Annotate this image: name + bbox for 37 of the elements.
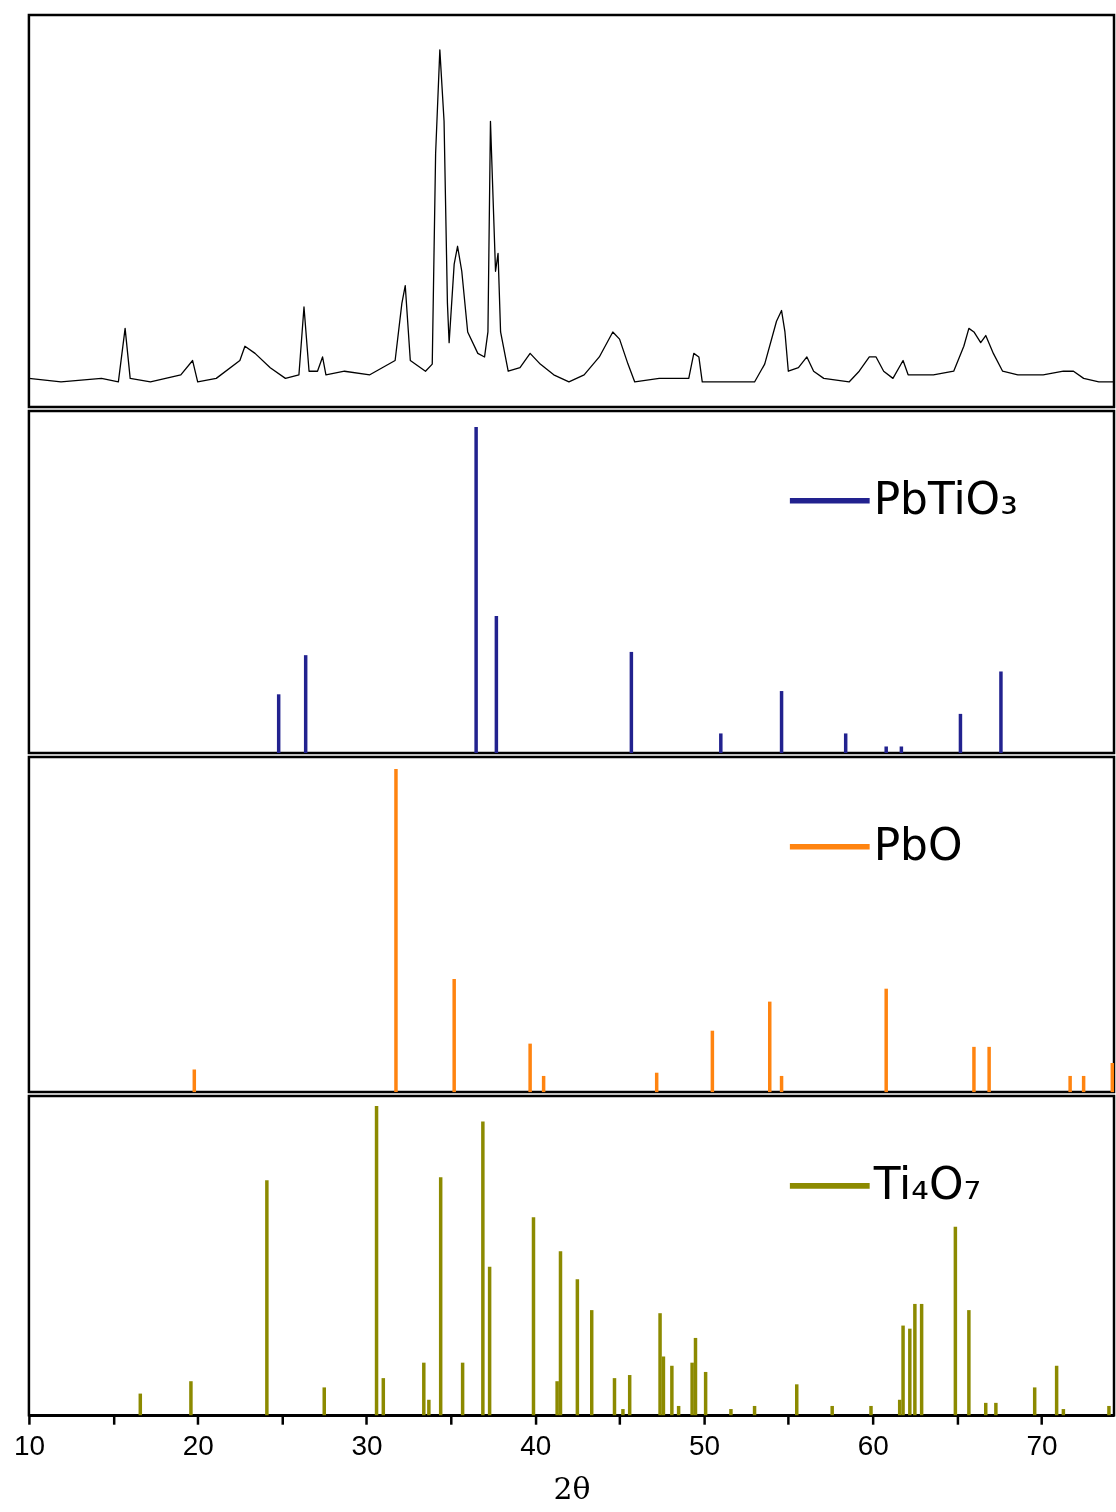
bar: [994, 1402, 998, 1416]
bar: [869, 1405, 873, 1416]
bar: [719, 733, 723, 754]
bar: [322, 1387, 326, 1416]
bar: [729, 1409, 733, 1416]
x-tick-label: 20: [182, 1429, 214, 1461]
bar: [658, 1313, 662, 1416]
x-tick-label: 60: [857, 1429, 889, 1461]
x-axis-title: 2θ: [553, 1470, 591, 1506]
bar: [901, 1325, 905, 1416]
bar: [452, 979, 456, 1093]
legend-label: PbTiO₃: [873, 472, 1018, 524]
bar: [967, 1310, 971, 1416]
legend-label: PbO: [873, 818, 963, 870]
bar: [528, 1043, 532, 1093]
bar: [987, 1046, 991, 1093]
bar: [265, 1180, 269, 1416]
bar: [189, 1381, 193, 1416]
bar: [1068, 1075, 1072, 1093]
bar: [394, 768, 398, 1093]
bar: [999, 671, 1003, 754]
bar: [884, 746, 888, 754]
x-tick-label: 70: [1026, 1429, 1058, 1461]
legend-label: Ti₄O₇: [872, 1157, 982, 1209]
bar: [830, 1405, 834, 1416]
bar: [474, 426, 478, 754]
x-tick-label: 50: [688, 1429, 720, 1461]
bar: [899, 746, 904, 754]
x-tick-label: 30: [351, 1429, 383, 1461]
bar: [670, 1365, 674, 1416]
bar: [1107, 1405, 1111, 1416]
bar: [621, 1409, 625, 1416]
x-tick-label: 10: [13, 1429, 45, 1461]
bar: [481, 1121, 485, 1416]
bar: [972, 1046, 976, 1093]
bar: [884, 988, 888, 1093]
x-tick-label: 40: [520, 1429, 552, 1461]
